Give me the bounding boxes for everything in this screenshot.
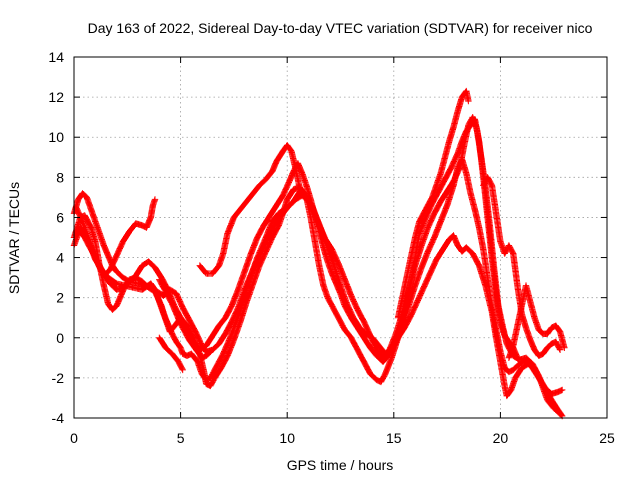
x-tick-label: 20 [493,430,509,446]
series-track-7 [196,142,304,277]
series-markers [72,196,159,279]
y-tick-label: 0 [56,330,64,346]
x-tick-label: 0 [70,430,78,446]
series-markers [156,276,214,361]
x-tick-label: 25 [599,430,615,446]
y-tick-label: 6 [56,209,64,225]
y-tick-label: 4 [56,250,64,266]
x-axis-label: GPS time / hours [287,457,394,473]
y-tick-label: -4 [52,410,65,426]
x-tick-label: 5 [177,430,185,446]
x-tick-label: 15 [386,430,402,446]
series-track-11 [156,276,214,361]
series-markers [196,142,304,277]
series-track-10 [505,282,568,361]
y-tick-label: 12 [48,89,64,105]
x-tick-labels: 0 5 10 15 20 25 [70,430,615,446]
series-track-8 [394,87,472,321]
axis-ticks [73,56,608,419]
series-markers [156,334,186,374]
y-tick-label: 8 [56,169,64,185]
series-track-5 [72,196,159,279]
y-tick-label: 10 [48,129,64,145]
y-tick-label: 2 [56,290,64,306]
plot-frame [73,56,608,419]
y-tick-label: -2 [52,370,65,386]
y-tick-label: 14 [48,49,64,65]
y-tick-labels: -4 -2 0 2 4 6 8 10 12 14 [48,49,64,426]
x-tick-label: 10 [279,430,295,446]
chart-title: Day 163 of 2022, Sidereal Day-to-day VTE… [88,20,593,36]
series-line [73,118,519,387]
series-track-6 [156,334,186,374]
series-markers [394,87,472,321]
series-markers [75,156,566,398]
series-markers [505,282,568,361]
y-axis-label: SDTVAR / TECUs [6,182,22,294]
